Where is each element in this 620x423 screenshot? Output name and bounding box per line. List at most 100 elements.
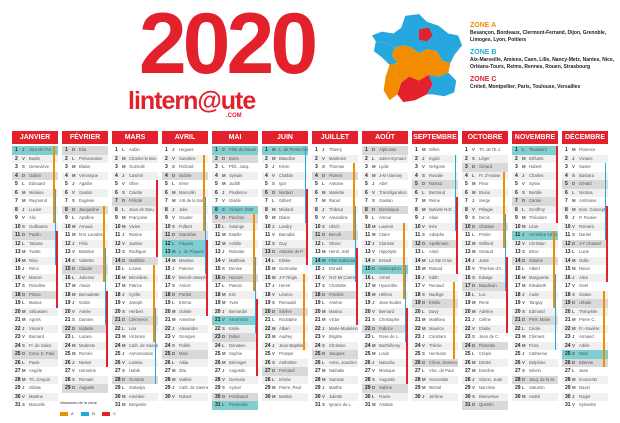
day-row: 1 J Hugues: [162, 146, 208, 155]
weekday-letter: S: [522, 368, 525, 373]
day-number: 20: [65, 308, 71, 315]
day-row: 17 M Elisabeth: [512, 282, 558, 291]
weekday-letter: L: [72, 274, 75, 280]
day-number: 31: [565, 402, 571, 408]
vacation-stripe: [353, 163, 355, 240]
weekday-letter: J: [172, 385, 175, 390]
day-number: 6: [265, 189, 268, 196]
day-row: 28 V Germain: [212, 375, 258, 384]
weekday-letter: V: [572, 402, 575, 407]
day-row: 26 J Natacha: [362, 358, 408, 367]
month-column: JUILLET 1 J Thierry 2 V Martinien 3 S Thomas 4 D Flo…: [312, 131, 358, 413]
saint-name: Firmin: [479, 232, 491, 237]
saint-name: Hubert: [529, 164, 542, 169]
saint-name: Donatien: [229, 342, 246, 348]
day-number: 21: [565, 317, 571, 323]
day-row: 28 D Jacq. de la M.: [512, 375, 558, 384]
day-number: 26: [265, 359, 271, 366]
month-column: OCTOBRE 1 V Th. de l'E.J. 2 S Léger 3 D Gérard 4 L F…: [462, 131, 508, 413]
day-row: 7 M Reine: [412, 197, 458, 206]
weekday-letter: M: [72, 164, 76, 169]
saint-name: Florentin: [479, 342, 496, 348]
day-row: 10 V Romaric: [562, 222, 608, 231]
weekday-letter: S: [122, 308, 125, 314]
day-row: 23 L Lazare: [62, 333, 108, 342]
day-number: 2: [365, 155, 368, 162]
weekday-letter: V: [172, 155, 175, 161]
saint-name: Alida: [179, 359, 189, 365]
weekday-letter: S: [472, 274, 475, 280]
weekday-letter: S: [472, 215, 475, 220]
weekday-letter: S: [22, 342, 25, 348]
day-number: 29: [165, 385, 171, 391]
day-row: 26 L Anne, Joachim: [312, 358, 358, 367]
day-number: 7: [265, 198, 268, 204]
saint-name: N-D Lourdes: [79, 232, 103, 237]
day-row: 10 D Ghislain: [462, 222, 508, 231]
day-row: 6 V Transfiguration: [362, 188, 408, 197]
day-row: 2 J Ingrid: [412, 154, 458, 163]
day-number: 23: [115, 334, 121, 340]
day-row: 7 M Ambroise: [562, 197, 608, 206]
day-row: 4 M J-M Vianney: [362, 171, 408, 180]
day-row: 2 M Charles le Bon: [112, 154, 158, 163]
day-number: 2: [565, 155, 568, 162]
weekday-letter: M: [122, 215, 126, 220]
weekday-letter: J: [372, 359, 375, 365]
weekday-letter: M: [572, 325, 576, 331]
day-row: 22 J Marie-Madeleine: [312, 324, 358, 333]
weekday-letter: M: [522, 342, 526, 348]
weekday-letter: D: [572, 300, 576, 305]
day-number: 8: [515, 206, 518, 213]
saint-name: Anne, Joachim: [329, 359, 357, 365]
saint-name: Clémence: [129, 317, 148, 322]
saint-name: Parfait: [179, 291, 192, 297]
day-row: 24 M Flora: [512, 341, 558, 350]
weekday-letter: V: [422, 223, 425, 229]
weekday-letter: L: [522, 325, 525, 331]
saint-name: Irénée: [279, 376, 291, 382]
saint-name: Monique: [379, 368, 396, 373]
weekday-letter: M: [372, 232, 376, 237]
weekday-letter: M: [272, 215, 276, 220]
weekday-letter: D: [572, 181, 576, 186]
saint-name: Thomas: [329, 164, 345, 169]
day-number: 26: [65, 359, 71, 366]
day-number: 3: [365, 164, 368, 170]
day-number: 14: [15, 257, 21, 264]
day-number: 30: [465, 393, 471, 400]
weekday-letter: V: [22, 155, 25, 161]
vacation-stripe: [303, 273, 305, 350]
saint-name: Colette: [129, 189, 143, 195]
saint-name: Alban: [279, 325, 290, 331]
saint-name: Renaud: [429, 283, 444, 288]
saint-name: Léger: [479, 155, 490, 161]
saint-name: Estelle: [229, 232, 242, 237]
vacation-stripe: [556, 146, 558, 223]
weekday-letter: M: [272, 385, 276, 390]
weekday-letter: J: [222, 308, 225, 314]
saint-name: Barnard: [29, 334, 44, 339]
saint-name: Présentation: [79, 155, 103, 161]
saint-name: Richard: [179, 164, 194, 169]
weekday-letter: L: [222, 223, 225, 229]
day-row: 17 D Baudouin: [462, 282, 508, 291]
weekday-letter: L: [522, 385, 525, 390]
day-number: 24: [15, 342, 21, 349]
day-number: 22: [165, 325, 171, 332]
zone-a-title: ZONE A: [470, 22, 497, 29]
weekday-letter: M: [422, 257, 426, 263]
day-row: 17 M Hyacinthe: [362, 282, 408, 291]
day-number: 12: [315, 240, 321, 247]
day-number: 30: [115, 393, 121, 400]
weekday-letter: V: [272, 351, 275, 356]
day-number: 24: [565, 342, 571, 349]
saint-name: Judith: [229, 181, 241, 186]
weekday-letter: S: [72, 317, 75, 322]
day-number: 1: [315, 147, 318, 153]
weekday-letter: L: [122, 266, 125, 271]
day-row: 10 S Guillaume: [12, 222, 58, 231]
weekday-letter: S: [22, 283, 25, 288]
weekday-letter: L: [572, 308, 575, 314]
weekday-letter: D: [172, 291, 176, 297]
